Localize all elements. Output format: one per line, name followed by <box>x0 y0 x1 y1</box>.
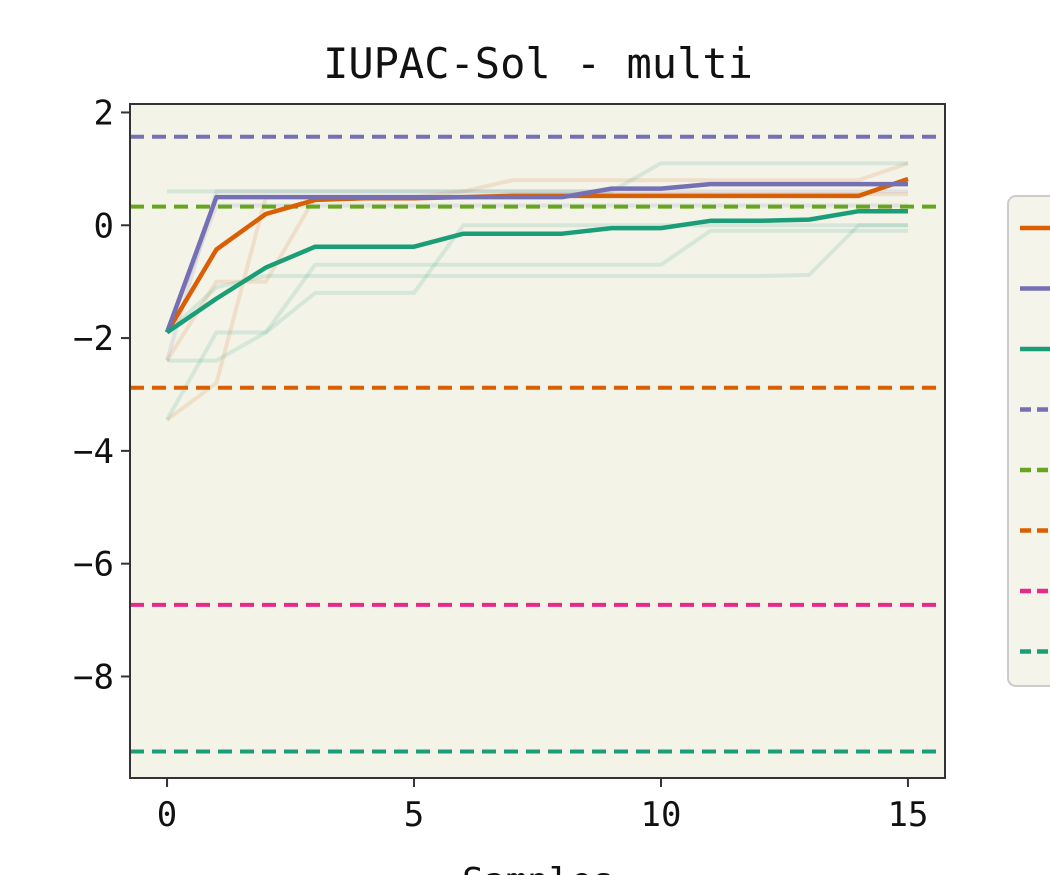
legend <box>1007 195 1050 687</box>
x-tick-label: 5 <box>404 795 424 835</box>
x-tick-label: 15 <box>887 795 928 835</box>
series-line-2 <box>165 208 908 335</box>
faint-series-line-2 <box>165 189 908 362</box>
faint-series-line-5 <box>165 223 908 421</box>
y-tick-label: −4 <box>73 432 114 472</box>
faint-series-line-6 <box>165 223 908 334</box>
axes-frame <box>129 103 946 779</box>
x-tick-label: 0 <box>157 795 177 835</box>
x-axis-label: Samples <box>462 861 614 875</box>
y-tick-label: 0 <box>94 206 114 246</box>
y-tick-label: −6 <box>73 545 114 585</box>
legend-box <box>1007 195 1050 687</box>
series-line-1 <box>164 181 908 334</box>
y-tick-label: −2 <box>73 319 114 359</box>
plot-content <box>130 134 945 754</box>
chart-title: IUPAC-Sol - multi <box>323 39 753 88</box>
y-tick-label: 2 <box>94 93 114 133</box>
x-tick-label: 10 <box>641 795 682 835</box>
faint-series-line-4 <box>167 228 908 363</box>
faint-series-line-7 <box>167 161 908 194</box>
y-tick-label: −8 <box>73 657 114 697</box>
